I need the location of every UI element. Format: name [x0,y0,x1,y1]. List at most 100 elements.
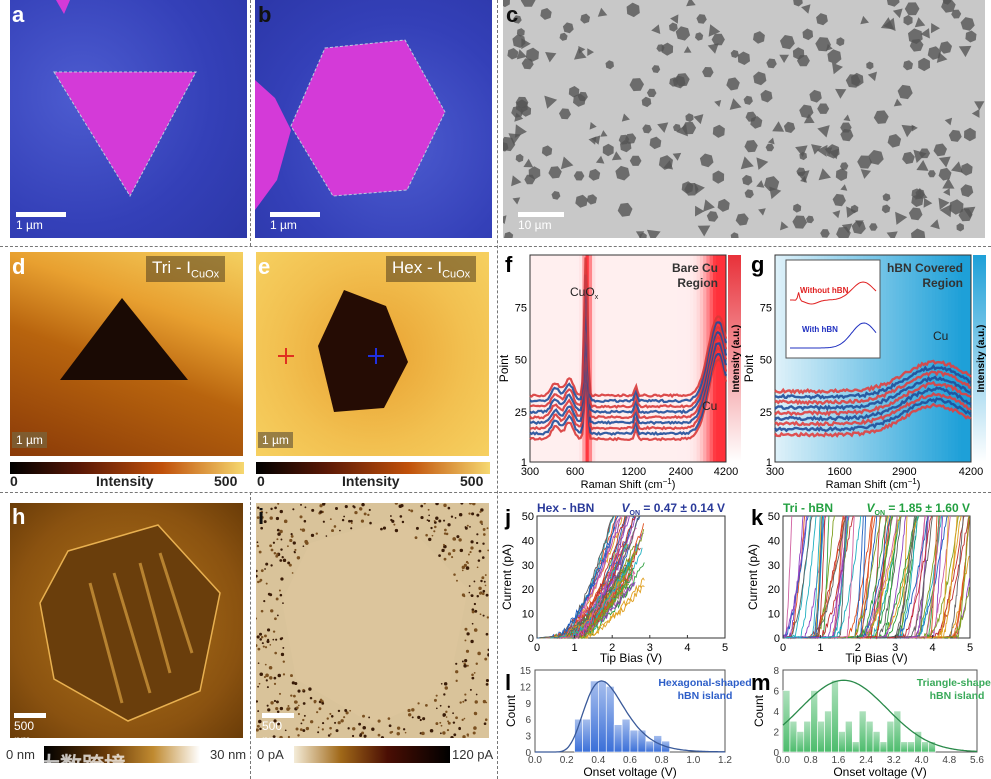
speckle [425,704,428,707]
y-tick-label: 4 [773,707,779,718]
speckle [467,553,470,556]
speckle [256,516,260,519]
speckle [472,503,476,506]
speckle [377,719,381,723]
y-tick-label: 40 [768,535,780,547]
hbn-flake [703,199,715,212]
panel-label-m: m [751,670,771,695]
inset-frame [785,259,881,359]
speckle [300,503,302,506]
hbn-flake [796,167,806,176]
speckle [276,710,280,713]
speckle [417,702,420,705]
speckle [310,533,315,538]
x-tick-label: 2 [855,642,861,654]
speckle [377,733,381,737]
hbn-flake [641,96,652,108]
hbn-flake [559,108,571,120]
x-tick-label: 5.6 [970,755,984,766]
speckle [469,688,472,691]
heatmap-column [948,255,952,462]
colorbar [973,255,986,462]
speckle [282,602,284,604]
hbn-flake [803,113,815,124]
colorbar-min: 0 [257,473,265,489]
speckle [258,682,261,685]
hbn-flake [753,71,767,86]
x-tick-label: 2.4 [859,755,873,766]
heatmap-column [660,255,665,462]
hbn-flake [892,8,903,19]
speckle [273,682,277,686]
heatmap-column [951,255,956,462]
heatmap-column [954,255,959,462]
speckle [337,709,341,713]
hbn-flake [904,2,920,16]
hbn-flake [960,17,975,31]
hbn-flake [629,78,644,92]
speckle [317,731,320,734]
speckle [453,733,457,737]
hbn-flake [855,220,864,228]
von-sub: ON [630,510,641,517]
speckle [347,727,350,730]
speckle [368,716,371,719]
speckle [483,722,487,726]
speckle [256,700,259,703]
speckle [260,609,264,613]
speckle [471,673,474,677]
panel-label-l: l [505,670,511,695]
panel-label-k: k [751,505,764,530]
speckle [465,560,469,564]
speckle [297,704,300,707]
speckle [479,591,483,595]
speckle [455,662,458,665]
speckle [256,574,258,578]
hbn-flake [684,183,699,196]
heatmap-column [778,255,783,462]
speckle [343,716,346,719]
speckle [293,694,296,698]
heatmap-column [670,255,675,462]
heatmap-column [621,255,626,462]
histogram-bar [865,720,874,753]
speckle [280,538,283,541]
hbn-flake [574,47,587,60]
hbn-flake [670,14,679,24]
speckle [270,507,273,511]
heatmap-column [598,255,603,462]
heatmap-column [595,255,600,462]
speckle [260,635,264,639]
speckle [321,721,325,725]
speckle [471,622,474,625]
speckle [481,592,485,596]
speckle [475,662,478,665]
iv-curve [784,515,817,639]
colorbar-max: 500 [214,473,238,489]
hbn-flake [883,17,896,31]
hexagon-island [318,290,408,412]
speckle [321,701,325,705]
hbn-flake [699,153,714,168]
speckle [433,698,437,702]
speckle [483,580,486,583]
hbn-flake [672,152,682,161]
y-tick-label: 0 [528,633,534,645]
hbn-flake [541,145,553,157]
hbn-flake [514,112,524,122]
heatmap-column [644,255,649,462]
speckle [461,569,464,572]
speckle [480,508,484,512]
x-tick-label: 0.6 [623,755,637,766]
speckle [462,700,465,703]
iv-curve [831,515,855,639]
speckle [447,705,450,708]
divider [250,0,251,246]
speckle [266,628,271,632]
speckle [458,512,463,517]
hbn-flake [562,22,574,34]
colorbar-min: 0 [10,473,18,489]
speckle [266,704,269,707]
watermark: 大数跨境 [38,753,127,778]
speckle [464,639,467,642]
